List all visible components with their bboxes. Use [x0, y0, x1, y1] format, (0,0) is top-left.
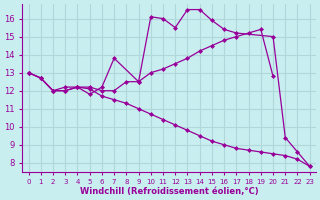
X-axis label: Windchill (Refroidissement éolien,°C): Windchill (Refroidissement éolien,°C): [80, 187, 259, 196]
